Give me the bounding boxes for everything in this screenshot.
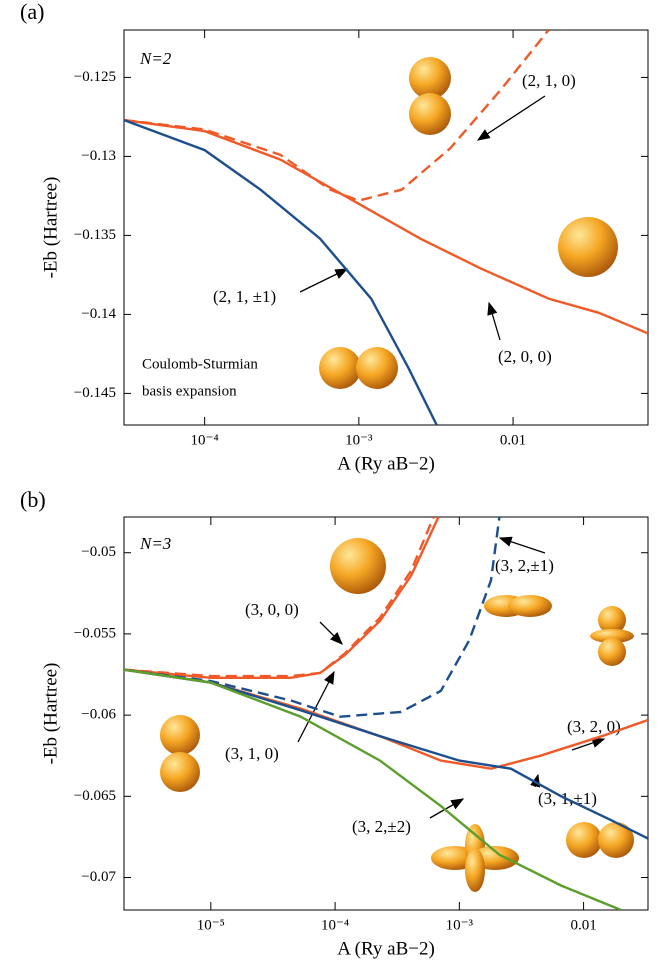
series-line (124, 517, 435, 678)
arrow (476, 95, 546, 141)
y-tick-label: −0.145 (74, 385, 116, 401)
series-line (124, 668, 622, 910)
x-tick-label: 10⁻⁴ (191, 432, 219, 448)
series-group (124, 30, 648, 425)
arrow (297, 670, 335, 743)
panel-label: (b) (20, 487, 46, 512)
series-line (124, 118, 438, 425)
annotation: N=2 (139, 49, 172, 68)
arrow (498, 536, 546, 554)
y-tick-label: −0.13 (81, 148, 116, 164)
series-label: (3, 2, 0) (567, 717, 621, 736)
series-label: (2, 0, 0) (498, 347, 552, 366)
y-tick-label: −0.065 (74, 788, 116, 804)
arrow (571, 737, 606, 751)
series-label: (2, 1, ±1) (213, 287, 276, 306)
y-axis-label: -Eb (Hartree) (40, 663, 61, 765)
series-line (124, 668, 648, 840)
x-tick-label: 10⁻⁵ (197, 917, 225, 933)
arrow (299, 268, 349, 293)
series-line (124, 517, 501, 718)
x-tick-label: 10⁻³ (345, 432, 373, 448)
series-label: (3, 1, 0) (225, 744, 279, 763)
x-tick-label: 0.01 (570, 917, 596, 933)
orbital-icons (319, 57, 618, 389)
series-label: (3, 0, 0) (245, 600, 299, 619)
orbital-icons (160, 538, 634, 892)
annotation: Coulomb-Sturmian (142, 356, 258, 372)
arrow (429, 798, 465, 819)
arrow (530, 773, 541, 788)
series-label: (3, 2,±1) (495, 556, 554, 575)
y-axis-label: -Eb (Hartree) (40, 177, 61, 279)
series-label: (3, 2,±2) (352, 817, 411, 836)
series-line (124, 118, 648, 335)
y-tick-label: −0.125 (74, 69, 116, 85)
x-axis-label: A (Ry aB−2) (337, 453, 435, 474)
series-line (124, 30, 550, 202)
panel-label: (a) (20, 0, 44, 24)
series-group (124, 517, 648, 910)
x-tick-label: 10⁻³ (446, 917, 474, 933)
plot-frame (123, 29, 649, 426)
arrow (319, 621, 343, 645)
series-label: (2, 1, 0) (522, 71, 576, 90)
y-tick-label: −0.14 (81, 306, 116, 322)
y-tick-label: −0.06 (81, 707, 116, 723)
y-tick-label: −0.05 (81, 544, 116, 560)
x-tick-label: 10⁻⁴ (321, 917, 349, 933)
annotation: basis expansion (142, 383, 237, 399)
y-tick-label: −0.055 (74, 625, 116, 641)
y-tick-label: −0.135 (74, 227, 116, 243)
annotation: N=3 (139, 534, 171, 553)
plot-frame (123, 516, 649, 911)
x-tick-label: 0.01 (500, 432, 526, 448)
x-axis-label: A (Ry aB−2) (337, 938, 435, 959)
arrow (487, 301, 501, 341)
y-tick-label: −0.07 (81, 869, 116, 885)
